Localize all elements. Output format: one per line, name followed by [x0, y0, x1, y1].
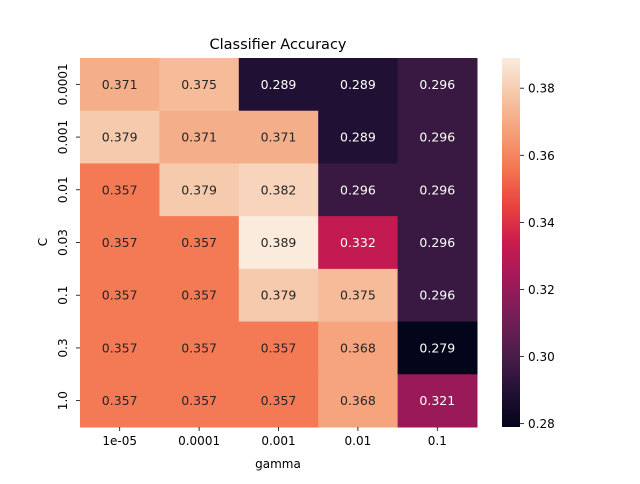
- heatmap-cell: [318, 163, 399, 217]
- heatmap-cell: [159, 58, 240, 112]
- y-tick-label: 0.03: [56, 229, 70, 256]
- heatmap-cell: [238, 268, 319, 323]
- heatmap-cell: [318, 268, 399, 323]
- heatmap-cell: [159, 321, 240, 375]
- cell-value-label: 0.279: [419, 340, 455, 355]
- cell-value-label: 0.296: [419, 288, 455, 303]
- cell-value-label: 0.357: [102, 235, 138, 250]
- colorbar-tick-label: 0.34: [528, 216, 555, 230]
- heatmap-cell: [80, 268, 160, 323]
- x-tick-label: 0.1: [428, 434, 447, 448]
- heatmap-cell: [318, 58, 399, 112]
- heatmap-cells: 0.371 0.375 0.289 0.289 0.296 0.379 0.371 0.371…: [80, 58, 478, 428]
- y-tick-label: 0.01: [56, 176, 70, 203]
- heatmap-cell: [397, 268, 478, 323]
- cell-value-label: 0.289: [261, 77, 297, 92]
- cell-value-label: 0.296: [419, 235, 455, 250]
- heatmap-cell: [238, 374, 319, 428]
- cell-value-label: 0.357: [181, 288, 217, 303]
- cell-value-label: 0.379: [261, 288, 297, 303]
- heatmap-cell: [159, 163, 240, 217]
- cell-value-label: 0.382: [261, 182, 297, 197]
- cell-value-label: 0.368: [340, 393, 376, 408]
- cell-value-label: 0.357: [261, 340, 297, 355]
- heatmap-cell: [238, 58, 319, 112]
- cell-value-label: 0.357: [181, 340, 217, 355]
- heatmap-cell: [397, 321, 478, 375]
- chart-title: Classifier Accuracy: [210, 37, 347, 53]
- colorbar-tick-label: 0.30: [528, 350, 555, 364]
- y-axis-label: C: [36, 238, 50, 246]
- heatmap-cell: [159, 374, 240, 428]
- heatmap-cell: [80, 321, 160, 375]
- heatmap-cell: [318, 321, 399, 375]
- y-tick-label: 0.0001: [56, 63, 70, 105]
- heatmap-cell: [80, 374, 160, 428]
- heatmap-cell: [159, 110, 240, 164]
- cell-value-label: 0.296: [419, 130, 455, 145]
- colorbar-tick-label: 0.36: [528, 149, 555, 163]
- x-tick-label: 0.01: [345, 434, 372, 448]
- heatmap-cell: [238, 321, 319, 375]
- y-tick-label: 0.001: [56, 120, 70, 154]
- x-tick-label: 0.001: [261, 434, 295, 448]
- cell-value-label: 0.375: [181, 77, 217, 92]
- heatmap-cell: [238, 110, 319, 164]
- heatmap-cell: [159, 216, 240, 270]
- heatmap-cell: [318, 110, 399, 164]
- y-tick-label: 1.0: [56, 391, 70, 410]
- heatmap-cell: [397, 58, 478, 112]
- cell-value-label: 0.357: [181, 235, 217, 250]
- colorbar-gradient: [502, 58, 520, 427]
- cell-value-label: 0.389: [261, 235, 297, 250]
- cell-value-label: 0.357: [102, 340, 138, 355]
- cell-value-label: 0.357: [102, 393, 138, 408]
- heatmap-cell: [318, 374, 399, 428]
- cell-value-label: 0.379: [102, 130, 138, 145]
- x-axis-label: gamma: [255, 457, 301, 471]
- cell-value-label: 0.371: [181, 130, 217, 145]
- cell-value-label: 0.379: [181, 182, 217, 197]
- cell-value-label: 0.321: [419, 393, 455, 408]
- heatmap-cell: [159, 268, 240, 323]
- cell-value-label: 0.371: [261, 130, 297, 145]
- y-axis-ticks: 0.0001 0.001 0.01 0.03 0.1 0.3 1.0: [56, 63, 80, 410]
- cell-value-label: 0.371: [102, 77, 138, 92]
- cell-value-label: 0.296: [419, 182, 455, 197]
- heatmap-cell: [397, 374, 478, 428]
- y-tick-label: 0.3: [56, 338, 70, 357]
- cell-value-label: 0.357: [181, 393, 217, 408]
- heatmap-cell: [80, 216, 160, 270]
- heatmap-cell: [397, 216, 478, 270]
- heatmap-cell: [80, 163, 160, 217]
- colorbar: 0.28 0.30 0.32 0.34 0.36 0.38: [502, 58, 555, 431]
- heatmap-cell: [238, 163, 319, 217]
- heatmap-cell: [80, 58, 160, 112]
- cell-value-label: 0.296: [419, 77, 455, 92]
- x-tick-label: 0.0001: [178, 434, 220, 448]
- cell-value-label: 0.332: [340, 235, 376, 250]
- heatmap-cell: [397, 163, 478, 217]
- x-tick-label: 1e-05: [102, 434, 137, 448]
- cell-value-label: 0.357: [102, 182, 138, 197]
- cell-value-label: 0.357: [261, 393, 297, 408]
- heatmap-cell: [318, 216, 399, 270]
- heatmap-cell: [80, 110, 160, 164]
- heatmap-cell: [238, 216, 319, 270]
- colorbar-tick-label: 0.38: [528, 82, 555, 96]
- cell-value-label: 0.289: [340, 77, 376, 92]
- cell-value-label: 0.289: [340, 130, 376, 145]
- x-axis-ticks: 1e-05 0.0001 0.001 0.01 0.1: [102, 427, 447, 448]
- cell-value-label: 0.368: [340, 340, 376, 355]
- cell-value-label: 0.375: [340, 288, 376, 303]
- colorbar-tick-label: 0.28: [528, 417, 555, 431]
- heatmap-cell: [397, 110, 478, 164]
- y-tick-label: 0.1: [56, 286, 70, 305]
- cell-value-label: 0.296: [340, 182, 376, 197]
- colorbar-tick-label: 0.32: [528, 283, 555, 297]
- cell-value-label: 0.357: [102, 288, 138, 303]
